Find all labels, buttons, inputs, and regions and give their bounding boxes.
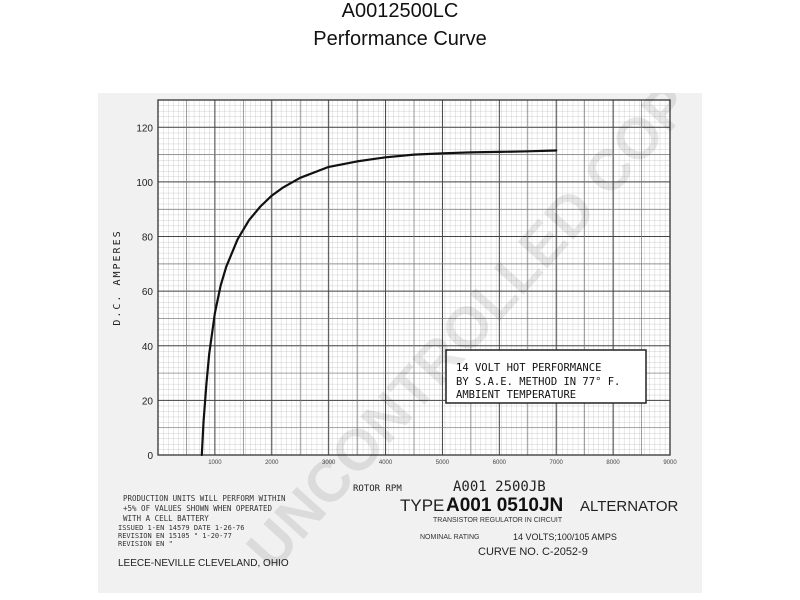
annotation-line-1: 14 VOLT HOT PERFORMANCE — [456, 362, 601, 374]
rating-label: NOMINAL RATING — [420, 534, 480, 541]
x-tick-label: 7000 — [550, 460, 564, 466]
y-tick-label: 60 — [142, 287, 154, 298]
y-tick-label: 80 — [142, 233, 154, 244]
rating-value: 14 VOLTS;100/105 AMPS — [513, 532, 617, 542]
y-tick-label: 20 — [142, 396, 154, 407]
note-line: ISSUED 1-EN 14579 DATE 1-26-76 — [118, 524, 244, 532]
type-model: A001 0510JN — [446, 495, 563, 516]
type-suffix: ALTERNATOR — [580, 498, 679, 515]
x-tick-label: 5000 — [436, 460, 450, 466]
page-title: A0012500LC — [341, 0, 459, 22]
note-line: +5% OF VALUES SHOWN WHEN OPERATED — [123, 504, 272, 513]
x-tick-label: 6000 — [493, 460, 507, 466]
annotation-line-3: AMBIENT TEMPERATURE — [456, 389, 576, 401]
x-tick-label: 3000 — [322, 460, 336, 466]
y-axis-title: D.C. AMPERES — [112, 229, 123, 325]
type-label: TYPE — [400, 496, 444, 515]
plot-frame — [157, 99, 671, 456]
company-name: LEECE-NEVILLE CLEVELAND, OHIO — [118, 558, 289, 569]
y-tick-label: 120 — [136, 123, 153, 134]
page-subtitle: Performance Curve — [313, 28, 487, 50]
performance-chart: 0 20 40 60 80 100 120 1000 2000 3000 4000 5000 6000 7… — [112, 93, 702, 582]
series-line — [200, 149, 558, 457]
x-tick-label: 4000 — [379, 460, 393, 466]
production-notes: PRODUCTION UNITS WILL PERFORM WITHIN +5%… — [118, 494, 286, 548]
y-tick-label: 40 — [142, 342, 154, 353]
note-line: REVISION EN 15105 " 1-20-77 — [118, 532, 232, 540]
x-tick-label: 9000 — [663, 460, 677, 466]
note-line: PRODUCTION UNITS WILL PERFORM WITHIN — [123, 494, 286, 503]
annotation-line-2: BY S.A.E. METHOD IN 77° F. — [456, 376, 620, 388]
y-tick-label: 100 — [136, 178, 153, 189]
model-small: A001 2500JB — [453, 479, 546, 495]
regulator-note: TRANSISTOR REGULATOR IN CIRCUIT — [433, 517, 563, 524]
x-tick-label: 1000 — [208, 460, 222, 466]
y-tick-label: 0 — [147, 451, 153, 462]
curve-number: CURVE NO. C-2052-9 — [478, 546, 588, 558]
note-line: REVISION EN " — [118, 540, 173, 548]
annotation-box: 14 VOLT HOT PERFORMANCE BY S.A.E. METHOD… — [445, 349, 647, 404]
x-tick-label: 2000 — [265, 460, 279, 466]
note-line: WITH A CELL BATTERY — [123, 514, 209, 523]
x-tick-label: 8000 — [606, 460, 620, 466]
chart-sheet: 0 20 40 60 80 100 120 1000 2000 3000 4000 5000 6000 7… — [98, 93, 702, 593]
x-axis-title: ROTOR RPM — [353, 484, 402, 494]
